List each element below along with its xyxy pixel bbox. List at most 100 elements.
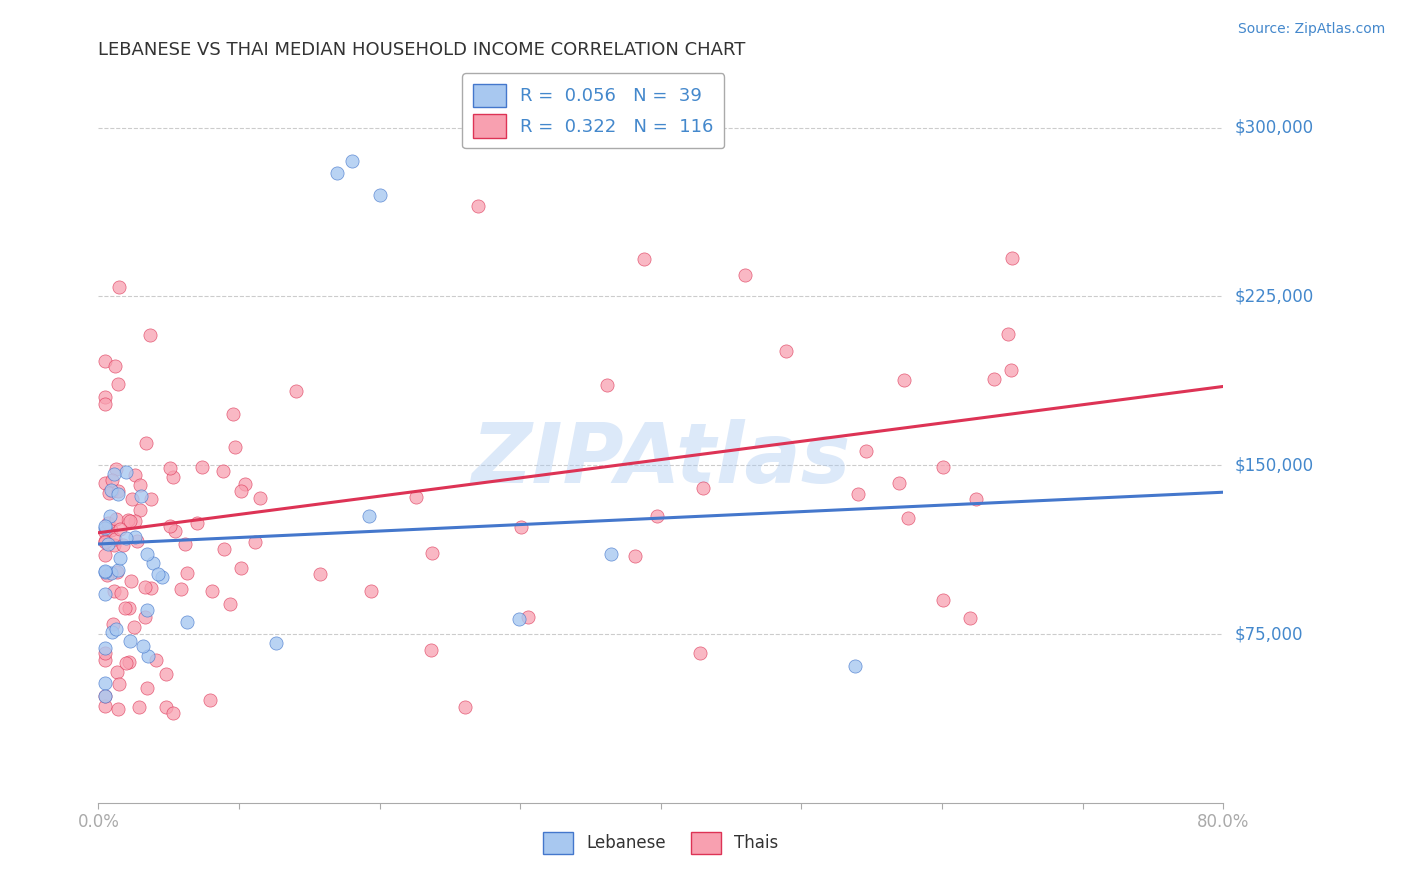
Point [105,461,128,475]
Point [233,477,256,491]
Point [264,636,287,650]
Point [162,469,184,483]
Point [141,491,163,506]
Point [97,537,120,551]
Point [104,511,127,525]
Point [159,518,181,533]
Point [212,464,235,478]
Point [128,700,150,714]
Point [104,532,127,546]
Text: $150,000: $150,000 [1234,456,1313,475]
Point [846,487,869,501]
Point [624,549,647,563]
Point [96,567,118,582]
Point [633,252,655,266]
Point [94,525,117,540]
Point [100,566,122,580]
Point [94,564,117,578]
Point [340,154,363,169]
Point [105,565,128,579]
Point [94,397,117,411]
Point [103,538,125,552]
Point [155,699,177,714]
Point [94,521,117,535]
Point [103,467,125,482]
Point [114,465,136,479]
Point [1000,362,1022,376]
Point [94,640,117,655]
Point [198,692,221,706]
Point [887,476,910,491]
Point [148,567,170,582]
Point [104,359,127,374]
Point [932,592,955,607]
Point [145,653,167,667]
Point [98,486,121,500]
Point [249,491,271,506]
Point [118,514,141,528]
Text: $225,000: $225,000 [1234,287,1313,305]
Point [309,567,332,582]
Point [115,531,138,545]
Point [420,546,443,560]
Point [844,659,866,673]
Point [959,611,981,625]
Point [120,574,142,588]
Point [131,489,153,503]
Point [897,511,920,525]
Point [222,407,245,421]
Point [368,188,391,202]
Point [94,354,117,368]
Point [100,483,122,497]
Point [124,468,146,483]
Text: $75,000: $75,000 [1234,625,1303,643]
Point [855,444,877,458]
Point [983,372,1005,386]
Point [150,570,173,584]
Point [94,698,117,713]
Point [134,580,156,594]
Point [508,612,530,626]
Point [103,616,125,631]
Point [94,475,117,490]
Point [94,587,117,601]
Point [105,665,128,679]
Point [94,535,117,549]
Point [112,538,135,552]
Point [110,586,132,600]
Point [229,561,252,575]
Point [94,519,117,533]
Point [115,656,138,670]
Point [108,551,131,566]
Point [155,667,177,681]
Point [94,548,117,562]
Point [139,327,162,342]
Point [932,459,955,474]
Point [689,647,711,661]
Point [131,639,153,653]
Point [127,533,149,548]
Point [357,508,380,523]
Point [124,530,146,544]
Point [94,646,117,660]
Point [118,634,141,648]
Point [136,681,159,696]
Point [136,603,159,617]
Point [118,656,141,670]
Point [162,706,184,720]
Point [98,508,121,523]
Point [100,523,122,537]
Point [135,436,157,450]
Point [136,648,159,663]
Point [101,624,124,639]
Point [224,441,246,455]
Point [124,514,146,528]
Point [326,166,349,180]
Point [170,582,193,597]
Point [108,279,131,293]
Point [509,520,531,534]
Point [775,344,797,359]
Point [94,689,117,703]
Text: ZIPAtlas: ZIPAtlas [471,418,851,500]
Point [159,461,181,475]
